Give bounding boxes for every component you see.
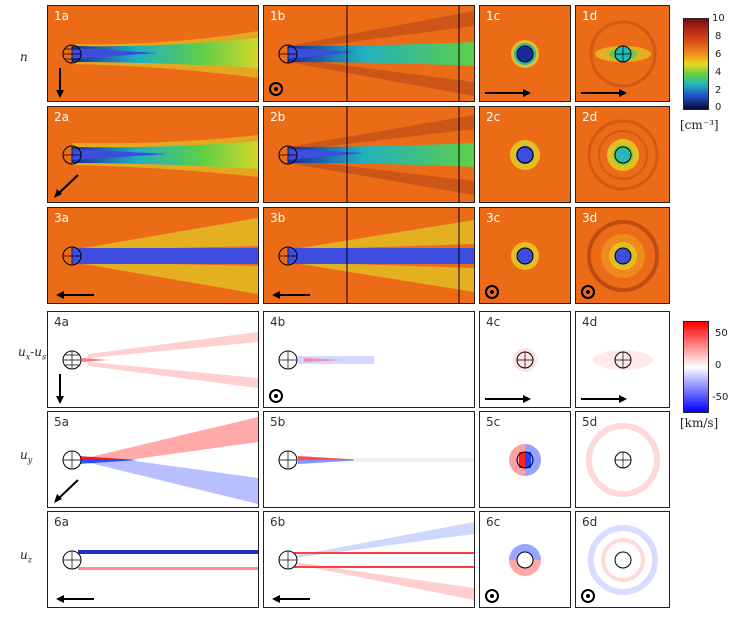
panel-label-5a: 5a [54, 415, 69, 429]
colorbar-density-tick-8: 8 [715, 31, 722, 42]
panel-1d: 1d [575, 5, 670, 102]
panel-label-5d: 5d [582, 415, 598, 429]
panel-2a: 2a [47, 106, 259, 203]
panel-1c: 1c [479, 5, 571, 102]
velocity-field-5d [576, 412, 669, 507]
colorbar-density-tick-2: 2 [715, 85, 722, 96]
density-field-1a [48, 6, 258, 101]
panel-3a: 3a [47, 207, 259, 304]
panel-5c: 5c [479, 411, 571, 508]
colorbar-density [683, 18, 709, 110]
velocity-field-5b [264, 412, 474, 507]
panel-label-1c: 1c [486, 9, 501, 23]
velocity-field-6a [48, 512, 258, 607]
density-field-1b [264, 6, 474, 101]
panel-label-5b: 5b [270, 415, 286, 429]
panel-6a: 6a [47, 511, 259, 608]
panel-label-2a: 2a [54, 110, 69, 124]
panel-label-6b: 6b [270, 515, 286, 529]
panel-label-3c: 3c [486, 211, 501, 225]
panel-label-4d: 4d [582, 315, 598, 329]
panel-label-6d: 6d [582, 515, 598, 529]
panel-label-3d: 3d [582, 211, 598, 225]
panel-2c: 2c [479, 106, 571, 203]
panel-4b: 4b [263, 311, 475, 408]
panel-label-5c: 5c [486, 415, 501, 429]
colorbar-velocity-tick-minus50: -50 [712, 392, 729, 403]
panel-label-2b: 2b [270, 110, 286, 124]
row-label-density: n [20, 50, 28, 64]
colorbar-velocity-unit: [km/s] [680, 416, 719, 430]
colorbar-velocity [683, 321, 709, 413]
panel-6c: 6c [479, 511, 571, 608]
panel-label-2c: 2c [486, 110, 501, 124]
panel-3c: 3c [479, 207, 571, 304]
colorbar-density-unit: [cm⁻³] [680, 118, 719, 132]
colorbar-density-tick-0: 0 [715, 102, 722, 113]
velocity-field-4a [48, 312, 258, 407]
density-field-3b [264, 208, 474, 303]
density-field-2b [264, 107, 474, 202]
velocity-field-4b [264, 312, 474, 407]
panel-1b: 1b [263, 5, 475, 102]
panel-5a: 5a [47, 411, 259, 508]
colorbar-velocity-tick-50: 50 [715, 328, 728, 339]
panel-3b: 3b [263, 207, 475, 304]
panel-label-1b: 1b [270, 9, 286, 23]
panel-label-1d: 1d [582, 9, 598, 23]
panel-4a: 4a [47, 311, 259, 408]
colorbar-density-tick-10: 10 [712, 13, 725, 24]
panel-label-4c: 4c [486, 315, 501, 329]
panel-2d: 2d [575, 106, 670, 203]
row-label-uy: uy [20, 448, 33, 465]
panel-4c: 4c [479, 311, 571, 408]
panel-label-4a: 4a [54, 315, 69, 329]
colorbar-density-tick-4: 4 [715, 67, 722, 78]
panel-label-4b: 4b [270, 315, 286, 329]
panel-label-3a: 3a [54, 211, 69, 225]
panel-6b: 6b [263, 511, 475, 608]
density-field-3a [48, 208, 258, 303]
panel-label-2d: 2d [582, 110, 598, 124]
panel-1a: 1a [47, 5, 259, 102]
row-label-uz: uz [20, 548, 32, 565]
velocity-field-6b [264, 512, 474, 607]
velocity-field-5a [48, 412, 258, 507]
density-field-2a [48, 107, 258, 202]
panel-5b: 5b [263, 411, 475, 508]
panel-6d: 6d [575, 511, 670, 608]
panel-label-1a: 1a [54, 9, 69, 23]
panel-label-6c: 6c [486, 515, 501, 529]
panel-3d: 3d [575, 207, 670, 304]
panel-2b: 2b [263, 106, 475, 203]
panel-4d: 4d [575, 311, 670, 408]
colorbar-density-tick-6: 6 [715, 49, 722, 60]
panel-5d: 5d [575, 411, 670, 508]
panel-label-6a: 6a [54, 515, 69, 529]
panel-label-3b: 3b [270, 211, 286, 225]
colorbar-velocity-tick-0: 0 [715, 360, 722, 371]
